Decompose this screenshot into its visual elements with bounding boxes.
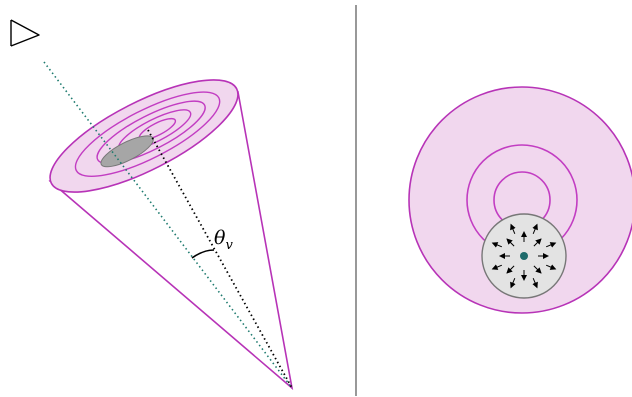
center-dot-icon <box>520 252 528 260</box>
flow-arrow <box>532 223 538 235</box>
angle-arc <box>191 249 215 259</box>
flow-arrow <box>510 223 516 235</box>
flow-arrow <box>510 277 516 289</box>
theta-label: θv <box>214 227 233 253</box>
theta-symbol: θ <box>214 227 226 249</box>
flow-arrow <box>545 242 557 248</box>
sightline-teal <box>43 61 293 389</box>
cone-cap <box>49 79 239 193</box>
flow-arrow <box>533 238 542 247</box>
right-panel <box>408 86 632 314</box>
flow-arrow <box>506 238 515 247</box>
flow-arrow <box>506 265 515 274</box>
flow-arrow <box>491 264 503 270</box>
flow-arrow <box>532 277 538 289</box>
outer-disc <box>408 86 632 314</box>
flow-arrow <box>533 265 542 274</box>
eye-icon <box>10 19 40 47</box>
flow-arrow <box>545 264 557 270</box>
cap-ring-2 <box>96 100 206 165</box>
flow-arrow <box>491 242 503 248</box>
theta-subscript: v <box>225 238 233 253</box>
flow-arrows <box>491 223 557 289</box>
left-panel: θv <box>10 19 294 391</box>
